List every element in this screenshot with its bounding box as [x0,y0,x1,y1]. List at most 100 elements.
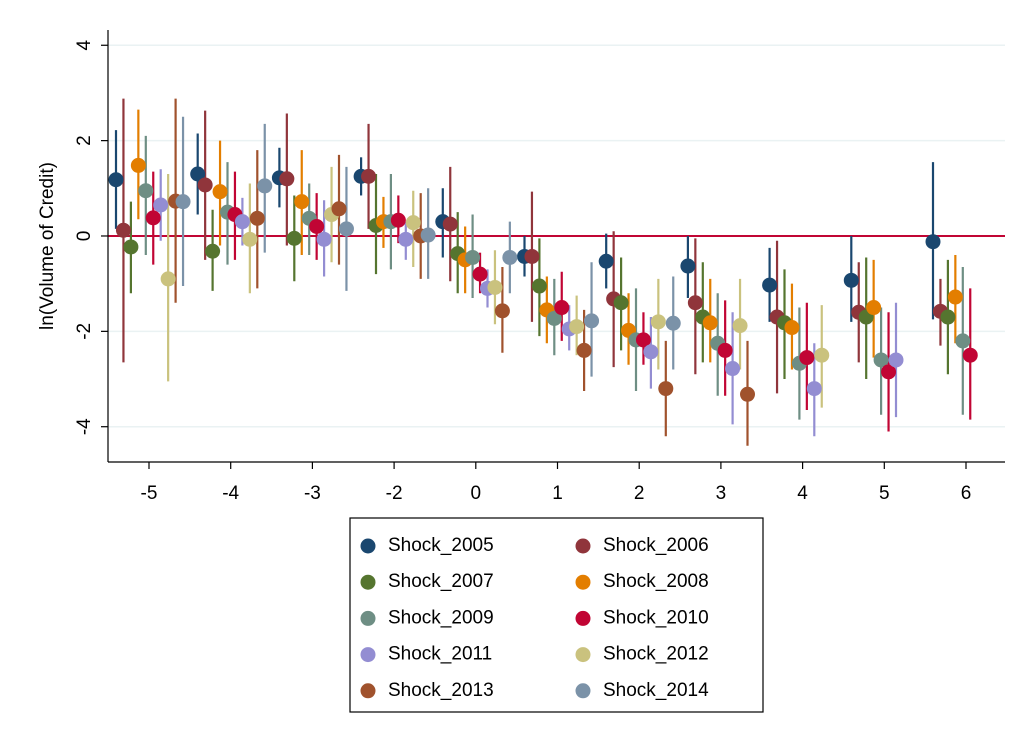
point [405,215,421,231]
x-tick-label: 4 [797,483,808,504]
x-tick-label: -5 [141,483,158,504]
point [190,166,206,182]
point [175,194,191,210]
point [331,201,347,217]
legend-marker [360,538,376,554]
point [524,248,540,264]
point [487,279,503,295]
point [888,352,904,368]
legend-label: Shock_2005 [388,535,494,556]
point [286,230,302,246]
legend-marker [575,683,591,699]
y-tick-label: -4 [74,418,95,435]
point [866,300,882,316]
legend-marker [360,610,376,626]
point [212,184,228,200]
point [576,342,592,358]
x-tick-label: 1 [552,483,563,504]
point [123,239,139,255]
point [472,266,488,282]
point [197,177,213,193]
point [420,227,436,243]
point [390,212,406,228]
legend-label: Shock_2009 [388,607,494,628]
legend-label: Shock_2013 [388,680,494,701]
point [925,234,941,250]
point [546,310,562,326]
point [234,214,250,230]
point [873,352,889,368]
point [309,218,325,234]
legend-marker [575,538,591,554]
point [249,210,265,226]
legend-box [349,517,764,713]
point [160,271,176,287]
point [279,171,295,187]
point [635,332,651,348]
point [702,315,718,331]
point [806,381,822,397]
point [145,210,161,226]
y-tick-label: -2 [74,323,95,340]
point [502,249,518,265]
point [138,183,154,199]
x-tick-label: -2 [386,483,403,504]
legend-marker [360,647,376,663]
point [955,333,971,349]
x-tick-label: -3 [304,483,321,504]
point [494,303,510,319]
point [732,318,748,334]
point [531,278,547,294]
point [650,314,666,330]
legend-label: Shock_2006 [603,535,709,556]
point [361,168,377,184]
point [962,347,978,363]
point [717,342,733,358]
point [338,221,354,237]
point [814,347,830,363]
point [613,295,629,311]
point [442,216,458,232]
y-tick-label: 2 [74,135,95,146]
point [687,295,703,311]
legend-label: Shock_2011 [388,644,492,665]
point [554,300,570,316]
point [881,364,897,380]
x-tick-label: 5 [879,483,890,504]
y-tick-label: 4 [74,40,95,51]
point [740,386,755,402]
point [947,289,963,305]
point [799,350,815,366]
x-tick-label: -4 [222,483,239,504]
point [680,258,696,274]
point [108,172,124,188]
x-tick-label: 2 [634,483,645,504]
legend-marker [575,574,591,590]
legend-marker [575,610,591,626]
point [584,313,600,329]
point [205,243,221,259]
legend-marker [575,647,591,663]
point [242,231,258,247]
point [115,222,131,238]
y-axis-label: ln(Volume of Credit) [37,162,58,330]
point [843,272,859,288]
legend-label: Shock_2008 [603,571,709,592]
x-tick-label: 0 [471,483,482,504]
y-tick-label: 0 [74,231,95,242]
point [598,253,614,269]
point [316,231,332,247]
point [465,249,481,265]
point [569,319,585,335]
x-tick-label: 3 [716,483,727,504]
point [153,197,169,213]
legend-label: Shock_2012 [603,644,709,665]
legend-label: Shock_2007 [388,571,494,592]
point [294,194,310,210]
point [762,277,778,293]
legend-label: Shock_2010 [603,607,709,628]
legend-marker [360,683,376,699]
x-tick-label: 6 [961,483,972,504]
point [725,361,741,377]
